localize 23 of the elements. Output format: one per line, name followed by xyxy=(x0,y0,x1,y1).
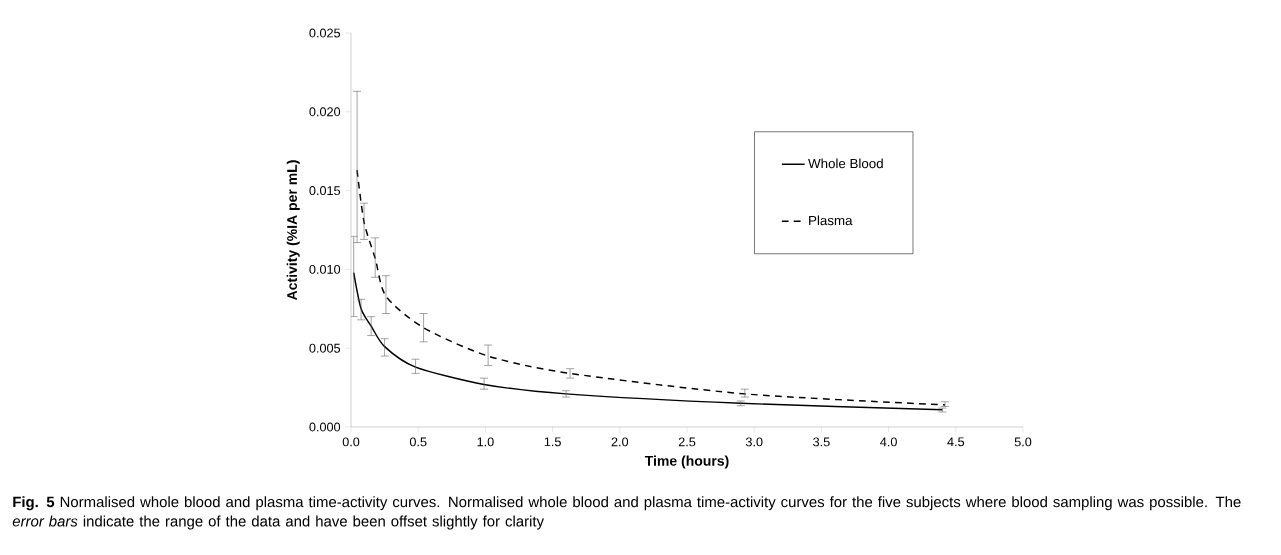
x-tick-label: 3.5 xyxy=(813,437,830,447)
x-tick-label: 1.5 xyxy=(544,437,561,447)
y-tick-label: 0.020 xyxy=(309,107,341,117)
x-tick-label: 0.5 xyxy=(409,437,427,447)
text: Fig. 5 Normalised whole blood and plasma time-activity curves. Normalised whole blood and plasma time-activity curves for the five subjects where blood sampling was possible. The error bars indicate the range of the data and have been offset slightly for clarity xyxy=(12,496,1241,530)
x-tick-label: 3.0 xyxy=(745,437,763,447)
line-series xyxy=(352,271,944,411)
x-tick-label: 1.0 xyxy=(477,437,494,447)
y-axis-title: Activity (%IA per mL) xyxy=(286,160,300,301)
y-tick-label: 0.000 xyxy=(309,422,341,432)
x-tick-label: 2.0 xyxy=(611,437,629,447)
y-tick-label: 0.010 xyxy=(309,264,341,274)
legend-label: Plasma xyxy=(809,215,853,226)
legend-label: Whole Blood xyxy=(808,158,883,169)
x-tick-label: 4.0 xyxy=(880,437,897,447)
y-tick-label: 0.015 xyxy=(309,186,341,196)
x-axis-title: Time (hours) xyxy=(644,455,729,469)
x-tick-label: 4.5 xyxy=(947,437,965,447)
x-tick-label: 0.0 xyxy=(342,437,360,447)
y-tick-label: 0.025 xyxy=(309,28,341,38)
y-tick-label: 0.005 xyxy=(309,343,341,353)
x-tick-label: 2.5 xyxy=(678,437,696,447)
x-tick-label: 5.0 xyxy=(1014,437,1032,447)
